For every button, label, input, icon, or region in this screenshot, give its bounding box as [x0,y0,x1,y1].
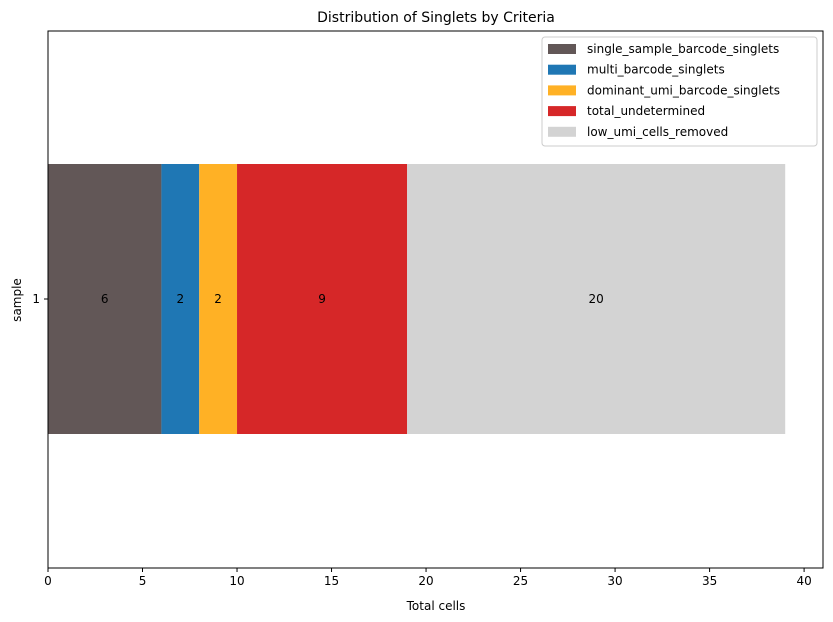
bar-value-label: 2 [214,292,222,306]
x-tick-label: 5 [139,574,147,588]
x-tick-label: 35 [702,574,717,588]
legend-swatch [548,85,576,96]
legend-frame [541,36,818,147]
y-tick-label: 1 [32,292,40,306]
legend-swatch [548,126,576,137]
x-tick-label: 15 [324,574,339,588]
chart-title: Distribution of Singlets by Criteria [317,10,555,26]
bar-segment-total-undetermined [237,164,408,434]
bar-segment-single-sample-barcode-singlets [48,164,162,434]
bar-value-label: 6 [101,292,109,306]
legend: single_sample_barcode_singlets multi_barc… [541,36,818,147]
legend-swatch [548,106,576,117]
bar-segments [48,164,786,434]
y-axis-label: sample [10,278,24,322]
bar-segment-dominant-umi-barcode-singlets [199,164,238,434]
legend-label: dominant_umi_barcode_singlets [587,83,780,97]
bar-value-label: 2 [176,292,184,306]
x-tick-label: 25 [513,574,528,588]
x-axis: 0 5 10 15 20 25 30 35 40 [44,568,812,588]
x-tick-label: 40 [796,574,811,588]
x-tick-label: 30 [607,574,622,588]
y-axis: 1 [32,292,48,306]
bar-value-labels: 6 2 2 9 20 [101,292,604,306]
bar-value-label: 9 [318,292,326,306]
x-tick-label: 0 [44,574,52,588]
legend-label: multi_barcode_singlets [587,63,725,77]
x-tick-label: 10 [229,574,244,588]
legend-label: low_umi_cells_removed [587,125,728,139]
bar-segment-multi-barcode-singlets [161,164,200,434]
bar-value-label: 20 [589,292,604,306]
x-tick-label: 20 [418,574,433,588]
bar-segment-low-umi-cells-removed [407,164,786,434]
x-axis-label: Total cells [406,599,466,613]
plot-area: 6 2 2 9 20 [47,30,824,569]
legend-swatch [548,64,576,75]
legend-label: single_sample_barcode_singlets [587,42,779,56]
legend-label: total_undetermined [587,104,705,118]
legend-swatch [548,44,576,54]
